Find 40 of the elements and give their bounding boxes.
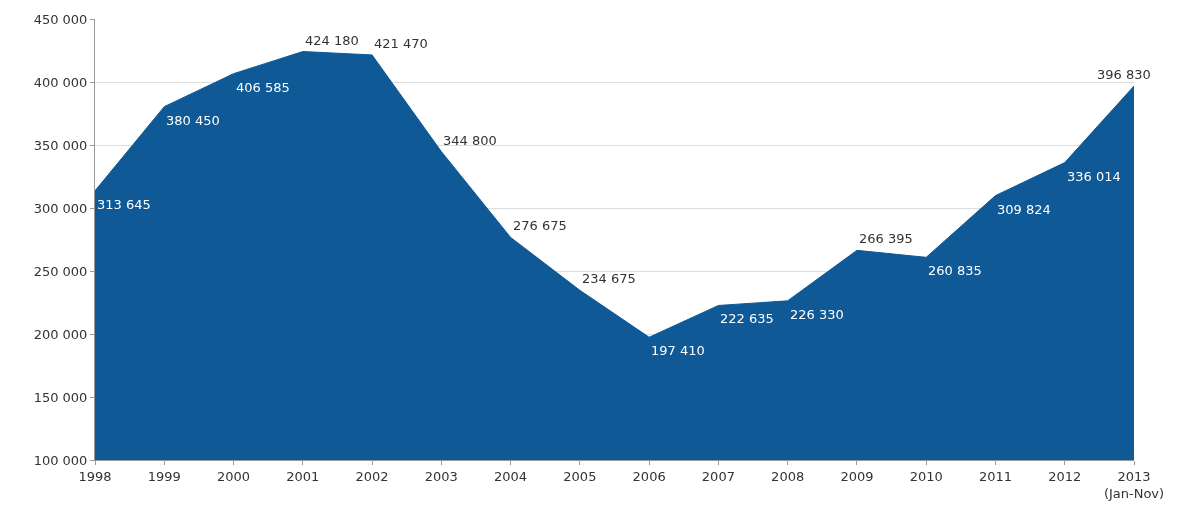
x-tick-label: 2003 (424, 468, 458, 484)
text: 380 450 (166, 113, 220, 128)
x-tick-label: 2001 (286, 468, 320, 484)
y-tick-label: 250 000 (33, 263, 88, 279)
x-tick-label: 2000 (216, 468, 251, 484)
y-tick-label: 400 000 (33, 74, 88, 90)
text: 197 410 (651, 343, 705, 358)
text: 406 585 (236, 80, 290, 95)
x-tick-label: 1999 (147, 468, 181, 484)
text: 234 675 (582, 271, 636, 286)
x-tick-label: 2005 (563, 468, 597, 484)
text: 226 330 (790, 307, 844, 322)
text: 222 635 (720, 311, 774, 326)
text: 313 645 (97, 197, 151, 212)
text: 421 470 (374, 36, 428, 51)
y-tick-label: 300 000 (33, 200, 88, 216)
text: 266 395 (859, 231, 913, 246)
x-tick-label: 2008 (771, 468, 805, 484)
text: 276 675 (513, 218, 567, 233)
y-tick-label: 350 000 (33, 137, 88, 153)
y-tick-label: 150 000 (33, 389, 88, 405)
text: 424 180 (305, 33, 359, 48)
text: 309 824 (997, 202, 1051, 217)
x-tick-label: 2009 (840, 468, 874, 484)
x-tick-label: 2004 (494, 468, 528, 484)
text: 336 014 (1067, 169, 1121, 184)
x-tick-label: 2007 (701, 468, 735, 484)
x-tick-label: 2006 (632, 468, 666, 484)
text: 344 800 (443, 133, 497, 148)
y-tick-label: 450 000 (33, 11, 88, 27)
x-tick-label: 2012 (1048, 468, 1082, 484)
x-tick-label: 2002 (355, 468, 389, 484)
text: 396 830 (1097, 67, 1151, 82)
x-tick-label: 2011 (978, 468, 1013, 484)
x-tick-label: 1998 (78, 468, 112, 484)
x-tick-label: 2013 (Jan-Nov) (1103, 468, 1165, 501)
text: 260 835 (928, 263, 982, 278)
x-tick-label: 2010 (909, 468, 943, 484)
y-tick-label: 100 000 (33, 452, 88, 468)
y-tick-label: 200 000 (33, 326, 88, 342)
